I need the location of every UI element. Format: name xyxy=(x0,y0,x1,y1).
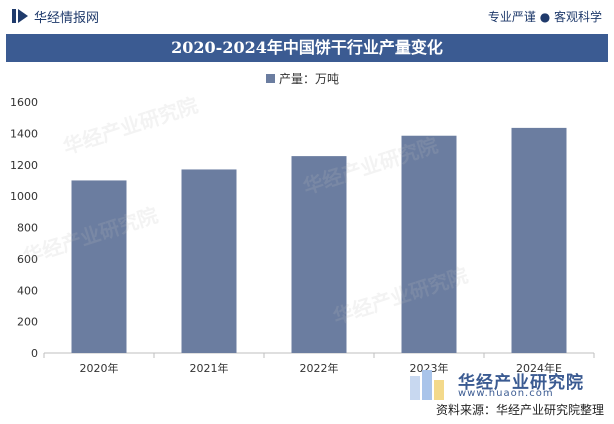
footer-url: www.huaon.com xyxy=(458,388,554,399)
x-tick-label: 2023年 xyxy=(410,361,449,375)
y-tick-label: 600 xyxy=(17,253,38,266)
y-tick-label: 400 xyxy=(17,284,38,297)
y-tick-label: 1000 xyxy=(10,190,38,203)
top-header: 华经情报网 专业严谨 ● 客观科学 xyxy=(0,0,614,32)
chart-title: 2020-2024年中国饼干行业产量变化 xyxy=(171,38,443,57)
bar xyxy=(511,127,567,354)
bar xyxy=(181,169,237,353)
bar xyxy=(71,180,127,353)
legend-label: 产量：万吨 xyxy=(279,71,340,86)
x-tick-label: 2020年 xyxy=(80,361,119,375)
logo-icon xyxy=(12,9,28,23)
footer-logo-icon xyxy=(410,370,444,400)
y-tick-label: 1200 xyxy=(10,159,38,172)
bar xyxy=(401,135,457,353)
y-tick-label: 0 xyxy=(31,347,38,360)
y-tick-label: 800 xyxy=(17,222,38,235)
bar xyxy=(291,156,347,353)
brand-name: 华经情报网 xyxy=(34,11,100,26)
source-note: 资料来源：华经产业研究院整理 xyxy=(435,403,604,417)
legend-swatch xyxy=(266,73,275,83)
tagline: 专业严谨 ● 客观科学 xyxy=(487,10,602,24)
x-tick-label: 2022年 xyxy=(300,361,339,375)
legend: 产量：万吨 xyxy=(266,70,339,86)
y-tick-label: 1400 xyxy=(10,127,38,140)
x-tick-label: 2024年E xyxy=(516,361,562,375)
y-tick-label: 200 xyxy=(17,316,38,329)
footer-brand: 华经产业研究院 xyxy=(458,373,584,393)
title-bar: 2020-2024年中国饼干行业产量变化 xyxy=(6,34,608,62)
y-tick-label: 1600 xyxy=(10,96,38,109)
x-tick-label: 2021年 xyxy=(190,361,229,375)
